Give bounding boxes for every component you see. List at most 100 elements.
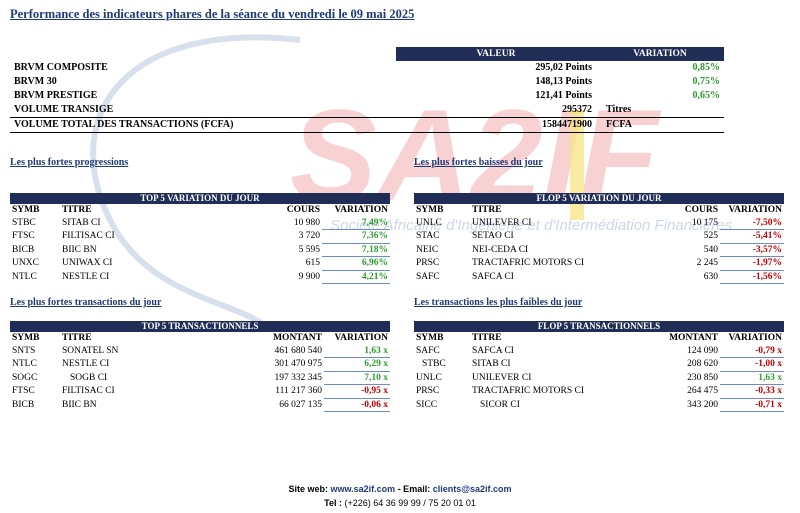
footer-phone: Tel : (+226) 64 36 99 99 / 75 20 01 01 xyxy=(0,498,800,508)
index-label: BRVM 30 xyxy=(14,76,57,87)
col-symb: SYMB xyxy=(12,205,40,215)
email-link[interactable]: clients@sa2if.com xyxy=(432,484,512,494)
variation: 1,63 x xyxy=(720,371,784,385)
variation: -5,41% xyxy=(720,229,784,244)
table-title: FLOP 5 VARIATION DU JOUR xyxy=(414,193,784,204)
col-symb: SYMB xyxy=(416,333,444,343)
symb: FTSC xyxy=(12,386,35,396)
tel-value: (+226) 64 36 99 99 / 75 20 01 01 xyxy=(344,498,476,508)
symb: NEIC xyxy=(416,244,439,255)
cours: 10 980 xyxy=(293,217,320,228)
cours: 3 720 xyxy=(298,231,320,241)
cours: 10 175 xyxy=(691,217,718,228)
total-row: VOLUME TOTAL DES TRANSACTIONS (FCFA) 158… xyxy=(10,117,724,133)
index-variation: 0,85% xyxy=(692,62,721,73)
col-titre: TITRE xyxy=(472,333,502,343)
titre: UNIWAX CI xyxy=(62,258,113,268)
variation-header: VARIATION xyxy=(596,47,724,61)
variation: 7,10 x xyxy=(324,371,390,385)
symb: FTSC xyxy=(12,231,35,241)
col-variation: VARIATION xyxy=(334,333,389,343)
page-title: Performance des indicateurs phares de la… xyxy=(10,7,415,21)
total-label: VOLUME TOTAL DES TRANSACTIONS (FCFA) xyxy=(14,119,234,130)
table-row: STBC SITAB CI 208 620 -1,00 x xyxy=(414,357,784,372)
table-row: PRSC TRACTAFRIC MOTORS CI 264 475 -0,33 x xyxy=(414,384,784,399)
top5-transactions-table: TOP 5 TRANSACTIONNELS SYMB TITRE MONTANT… xyxy=(10,321,390,412)
variation: -0,79 x xyxy=(720,344,784,358)
variation: 7,49% xyxy=(322,216,390,230)
titre: BIIC BN xyxy=(62,244,97,255)
montant: 111 217 360 xyxy=(275,386,322,396)
symb: NTLC xyxy=(12,271,37,282)
titre: SONATEL SN xyxy=(62,345,119,356)
symb: BICB xyxy=(12,244,35,255)
indices-header-row: VALEUR VARIATION xyxy=(10,47,724,61)
variation: -0,95 x xyxy=(324,384,390,399)
titre: SITAB CI xyxy=(62,217,101,228)
variation: -0,06 x xyxy=(324,398,390,412)
index-variation: 0,65% xyxy=(692,90,721,101)
index-value: 295,02 Points xyxy=(535,62,592,73)
email-label: - Email: xyxy=(397,484,431,494)
montant: 343 200 xyxy=(687,399,718,410)
table-row: BICB BIIC BN 66 027 135 -0,06 x xyxy=(10,398,390,412)
index-variation: 0,75% xyxy=(692,76,721,87)
symb: SOGC xyxy=(12,372,38,383)
col-symb: SYMB xyxy=(416,205,444,215)
cours: 9 900 xyxy=(298,271,320,282)
variation: 6,96% xyxy=(322,256,390,271)
montant: 208 620 xyxy=(687,359,718,369)
table-row: SICC SICOR CI 343 200 -0,71 x xyxy=(414,398,784,412)
titre: NESTLE CI xyxy=(62,359,110,369)
titre: SICOR CI xyxy=(480,399,520,410)
symb: UNXC xyxy=(12,258,39,268)
col-variation: VARIATION xyxy=(334,205,389,215)
table-title: FLOP 5 TRANSACTIONNELS xyxy=(414,321,784,332)
table-row: NTLC NESTLE CI 9 900 4,21% xyxy=(10,270,390,284)
symb: SAFC xyxy=(416,345,440,356)
site-link[interactable]: www.sa2if.com xyxy=(330,484,396,494)
symb: SAFC xyxy=(416,271,440,282)
montant: 66 027 135 xyxy=(279,399,322,410)
cours: 615 xyxy=(305,258,320,268)
table-row: UNLC UNILEVER CI 230 850 1,63 x xyxy=(414,371,784,385)
symb: PRSC xyxy=(416,258,440,268)
titre: TRACTAFRIC MOTORS CI xyxy=(472,386,585,396)
titre: NESTLE CI xyxy=(62,271,110,282)
section-progressions: Les plus fortes progressions xyxy=(10,157,129,168)
index-value: 148,13 Points xyxy=(535,76,592,87)
cours: 540 xyxy=(703,244,718,255)
montant: 461 680 540 xyxy=(274,345,323,356)
variation: 1,63 x xyxy=(324,344,390,358)
table-row: SAFC SAFCA CI 630 -1,56% xyxy=(414,270,784,284)
flop5-transactions-table: FLOP 5 TRANSACTIONNELS SYMB TITRE MONTAN… xyxy=(414,321,784,412)
titre: FILTISAC CI xyxy=(62,386,115,396)
indices-table: VALEUR VARIATION BRVM COMPOSITE 295,02 P… xyxy=(10,47,724,133)
total-unit: FCFA xyxy=(606,119,632,130)
table-row: SNTS SONATEL SN 461 680 540 1,63 x xyxy=(10,344,390,358)
col-symb: SYMB xyxy=(12,333,40,343)
symb: STAC xyxy=(416,231,440,241)
variation: -0,71 x xyxy=(720,398,784,412)
cours: 525 xyxy=(703,231,718,241)
table-row: SOGC SOGB CI 197 332 345 7,10 x xyxy=(10,371,390,385)
titre: TRACTAFRIC MOTORS CI xyxy=(472,258,585,268)
table-row: SAFC SAFCA CI 124 090 -0,79 x xyxy=(414,344,784,358)
symb: STBC xyxy=(12,217,36,228)
table-row: FTSC FILTISAC CI 111 217 360 -0,95 x xyxy=(10,384,390,399)
footer-contact: Site web: www.sa2if.com - Email: clients… xyxy=(0,484,800,494)
cours: 2 245 xyxy=(696,258,718,268)
variation: -3,57% xyxy=(720,243,784,257)
table-row: NTLC NESTLE CI 301 470 975 6,29 x xyxy=(10,357,390,372)
titre: BIIC BN xyxy=(62,399,97,410)
table-row: STBC SITAB CI 10 980 7,49% xyxy=(10,216,390,230)
col-titre: TITRE xyxy=(62,333,92,343)
titre: SAFCA CI xyxy=(472,345,514,356)
table-row: STAC SETAO CI 525 -5,41% xyxy=(414,229,784,244)
variation: -1,00 x xyxy=(720,357,784,372)
volume-value: 295372 xyxy=(562,104,592,115)
variation: 6,29 x xyxy=(324,357,390,372)
col-variation: VARIATION xyxy=(728,333,783,343)
section-faibles-transactions: Les transactions les plus faibles du jou… xyxy=(414,297,583,308)
symb: SICC xyxy=(416,399,438,410)
